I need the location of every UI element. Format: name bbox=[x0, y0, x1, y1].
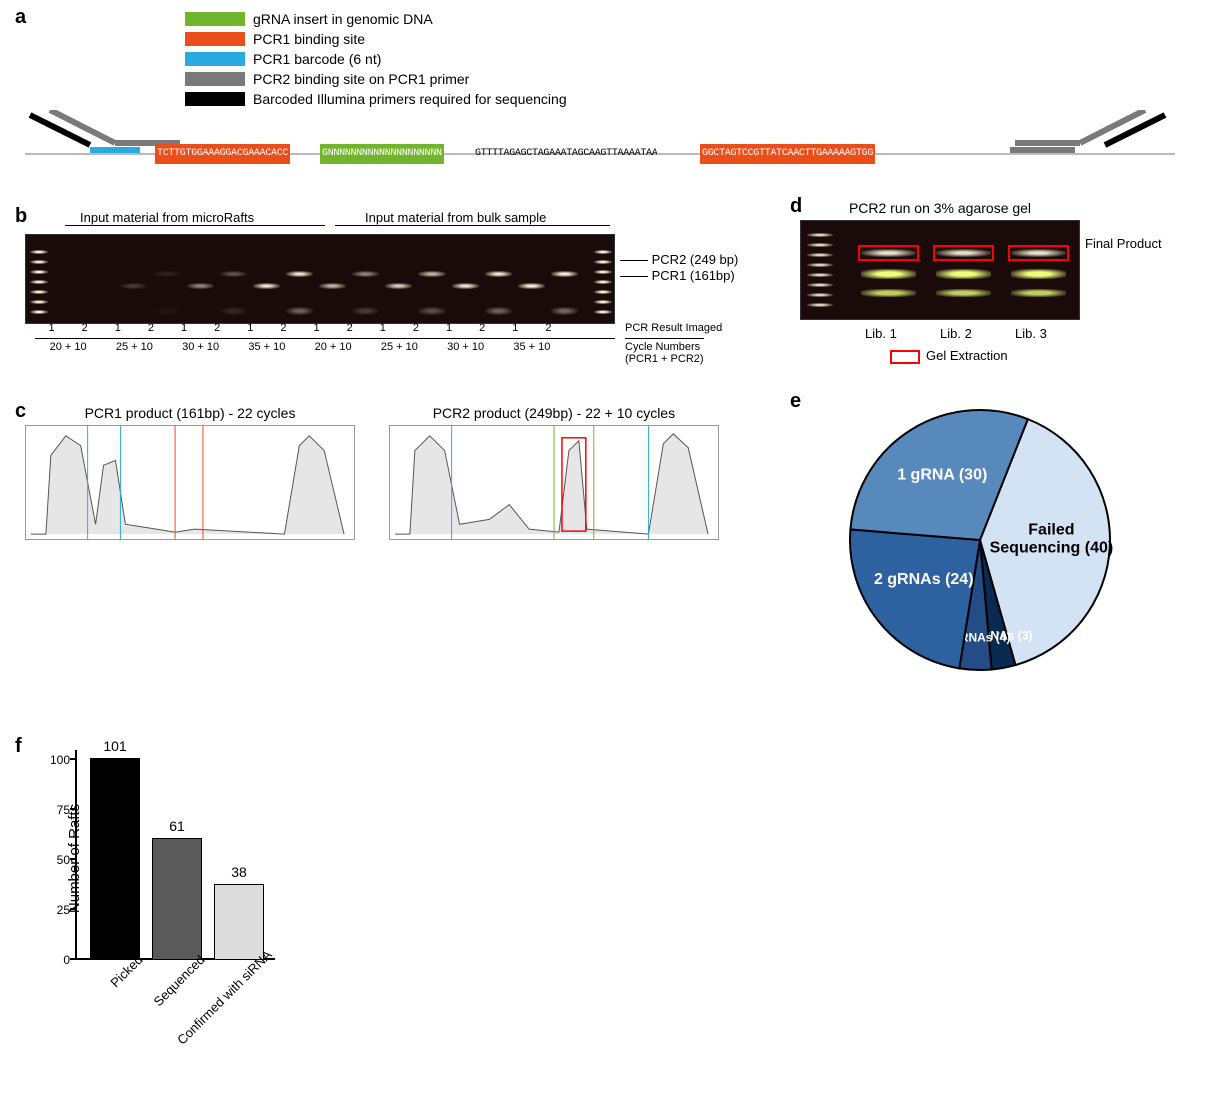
lane-number: 2 bbox=[68, 322, 101, 334]
lane-number: 1 bbox=[35, 322, 68, 334]
legend-row: gRNA insert in genomic DNA bbox=[185, 10, 1175, 28]
panel-e: FailedSequencing (40)4 gRNAs (3)3 gRNAs … bbox=[800, 395, 1180, 695]
gel-d-image bbox=[800, 220, 1080, 320]
legend-text: PCR1 binding site bbox=[253, 31, 365, 47]
lane-number: 2 bbox=[466, 322, 499, 334]
lane-number: 1 bbox=[101, 322, 134, 334]
lib-label: Lib. 3 bbox=[1015, 326, 1047, 341]
legend-row: Barcoded Illumina primers required for s… bbox=[185, 90, 1175, 108]
trace1-svg bbox=[26, 426, 354, 539]
legend-text: Barcoded Illumina primers required for s… bbox=[253, 91, 567, 107]
pie-slice-label: 2 gRNAs (24) bbox=[874, 571, 974, 588]
lane-number: 1 bbox=[366, 322, 399, 334]
lane-number: 1 bbox=[433, 322, 466, 334]
lane-number: 1 bbox=[300, 322, 333, 334]
sequence-diagram: TCTTGTGGAAAGGACGAAACACC GNNNNNNNNNNNNNNN… bbox=[25, 118, 1175, 173]
pie-slice-label: Failed bbox=[1028, 522, 1074, 539]
lane-number: 1 bbox=[168, 322, 201, 334]
bar bbox=[214, 884, 264, 960]
legend-text: PCR1 barcode (6 nt) bbox=[253, 51, 381, 67]
y-tick: 25 bbox=[40, 903, 70, 917]
legend-swatch bbox=[185, 72, 245, 86]
cycle-numbers: 20 + 1025 + 1030 + 1035 + 1020 + 1025 + … bbox=[35, 338, 615, 353]
legend-row: PCR2 binding site on PCR1 primer bbox=[185, 70, 1175, 88]
header-microrafts: Input material from microRafts bbox=[80, 210, 254, 225]
y-tick: 75 bbox=[40, 803, 70, 817]
panel-b: Input material from microRafts Input mat… bbox=[25, 210, 765, 380]
y-tick: 100 bbox=[40, 753, 70, 767]
cycle-label: 35 + 10 bbox=[499, 341, 565, 353]
seq-grna-insert: GNNNNNNNNNNNNNNNNNNNN bbox=[320, 144, 444, 164]
lib-label: Lib. 2 bbox=[940, 326, 972, 341]
legend-text: PCR2 binding site on PCR1 primer bbox=[253, 71, 469, 87]
lane-number: 1 bbox=[234, 322, 267, 334]
legend-row1: PCR Result Imaged bbox=[625, 322, 722, 334]
pcr1-size-label: PCR1 (161bp) bbox=[620, 268, 735, 283]
cycle-label: 30 + 10 bbox=[433, 341, 499, 353]
y-tick: 50 bbox=[40, 853, 70, 867]
bar-value: 101 bbox=[90, 738, 140, 754]
trace1-title: PCR1 product (161bp) - 22 cycles bbox=[25, 405, 355, 421]
lane-number: 2 bbox=[134, 322, 167, 334]
legend-row2: Cycle Numbers (PCR1 + PCR2) bbox=[625, 338, 704, 365]
legend-swatch bbox=[185, 52, 245, 66]
legend-swatch bbox=[185, 92, 245, 106]
seq-pcr1-left: TCTTGTGGAAAGGACGAAACACC bbox=[155, 144, 290, 164]
bar-value: 38 bbox=[214, 864, 264, 880]
pie-slice-label: 1 gRNA (30) bbox=[897, 466, 987, 483]
cycle-label: 30 + 10 bbox=[168, 341, 234, 353]
lane-number: 1 bbox=[499, 322, 532, 334]
panel-f-label: f bbox=[15, 735, 22, 758]
cycle-label: 25 + 10 bbox=[366, 341, 432, 353]
legend-a: gRNA insert in genomic DNA PCR1 binding s… bbox=[185, 10, 1175, 108]
panel-f: Number of Rafts 0255075100101Picked61Seq… bbox=[25, 740, 345, 1060]
pie-chart: FailedSequencing (40)4 gRNAs (3)3 gRNAs … bbox=[800, 395, 1160, 685]
lane-number: 2 bbox=[267, 322, 300, 334]
lib-label: Lib. 1 bbox=[865, 326, 897, 341]
legend-row: PCR1 binding site bbox=[185, 30, 1175, 48]
cycle-label: 35 + 10 bbox=[234, 341, 300, 353]
seq-plain: GTTTTAGAGCTAGAAATAGCAAGTTAAAATAA bbox=[475, 144, 657, 164]
lane-number: 2 bbox=[532, 322, 565, 334]
bar-chart: Number of Rafts 0255075100101Picked61Seq… bbox=[75, 740, 325, 990]
trace2-svg bbox=[390, 426, 718, 539]
trace-pcr2: PCR2 product (249bp) - 22 + 10 cycles bbox=[389, 405, 719, 545]
panel-c: PCR1 product (161bp) - 22 cycles PCR2 pr… bbox=[25, 405, 765, 575]
lane-number: 2 bbox=[333, 322, 366, 334]
bar-value: 61 bbox=[152, 818, 202, 834]
bar bbox=[90, 758, 140, 960]
final-product-label: Final Product bbox=[1085, 236, 1162, 251]
cycle-label: 20 + 10 bbox=[300, 341, 366, 353]
legend-swatch bbox=[185, 32, 245, 46]
trace2-title: PCR2 product (249bp) - 22 + 10 cycles bbox=[389, 405, 719, 421]
lane-number: 2 bbox=[201, 322, 234, 334]
pie-slice bbox=[850, 529, 980, 668]
header-bulk: Input material from bulk sample bbox=[365, 210, 546, 225]
panel-a: gRNA insert in genomic DNA PCR1 binding s… bbox=[25, 10, 1175, 180]
cycle-label: 20 + 10 bbox=[35, 341, 101, 353]
legend-swatch bbox=[185, 12, 245, 26]
legend-row: PCR1 barcode (6 nt) bbox=[185, 50, 1175, 68]
cycle-label: 25 + 10 bbox=[101, 341, 167, 353]
legend-text: gRNA insert in genomic DNA bbox=[253, 11, 433, 27]
y-tick: 0 bbox=[40, 953, 70, 967]
gel-extraction-legend: Gel Extraction bbox=[890, 348, 1008, 364]
seq-pcr1-right: GGCTAGTCCGTTATCAACTTGAAAAAGTGG bbox=[700, 144, 875, 164]
gel-b-image bbox=[25, 234, 615, 324]
bar bbox=[152, 838, 202, 960]
pie-slice-label: Sequencing (40) bbox=[990, 540, 1114, 557]
panel-d: PCR2 run on 3% agarose gel Final Product… bbox=[800, 200, 1180, 380]
primer-right-icon bbox=[1005, 110, 1175, 160]
panel-d-title: PCR2 run on 3% agarose gel bbox=[800, 200, 1080, 216]
trace-pcr1: PCR1 product (161bp) - 22 cycles bbox=[25, 405, 355, 545]
pcr2-size-label: PCR2 (249 bp) bbox=[620, 252, 738, 267]
lane-numbers: 1212121212121212 bbox=[35, 322, 615, 334]
lane-number: 2 bbox=[399, 322, 432, 334]
